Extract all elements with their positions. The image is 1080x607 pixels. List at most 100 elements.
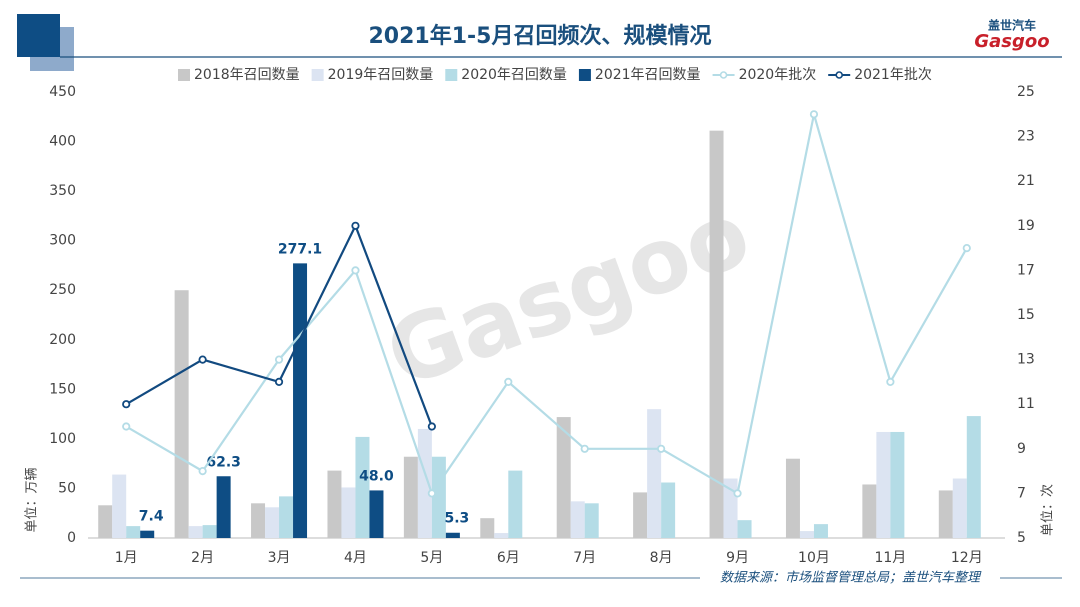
bar <box>709 130 724 539</box>
bar <box>369 490 384 538</box>
y2-tick-label: 17 <box>1017 262 1035 278</box>
x-tick-label: 6月 <box>497 550 520 566</box>
y2-tick-label: 13 <box>1017 352 1035 368</box>
legend-swatch <box>445 69 458 81</box>
legend-label: 2021年批次 <box>854 67 932 83</box>
bar <box>633 492 648 538</box>
value-label: 5.3 <box>444 511 469 527</box>
bar <box>785 458 800 538</box>
line-marker <box>733 489 742 498</box>
bar <box>293 263 308 538</box>
bar <box>813 524 828 538</box>
line-marker <box>427 489 436 498</box>
watermark: Gasgoo <box>373 181 762 408</box>
x-tick-label: 4月 <box>344 550 367 566</box>
line-marker <box>198 466 207 476</box>
y2-tick-label: 19 <box>1017 218 1035 234</box>
bar <box>188 526 203 538</box>
y-tick-label: 250 <box>49 282 76 298</box>
bar <box>98 505 113 538</box>
y2-tick-label: 9 <box>1017 441 1026 457</box>
line-marker <box>580 444 589 453</box>
x-tick-label: 11月 <box>874 550 906 566</box>
y-tick-label: 400 <box>49 134 76 150</box>
y-tick-label: 100 <box>49 431 76 447</box>
y-axis-label: 单位：万辆 <box>25 467 40 532</box>
y2-tick-label: 23 <box>1017 129 1035 145</box>
bar <box>279 496 294 538</box>
y2-tick-label: 21 <box>1017 173 1035 189</box>
y2-tick-label: 11 <box>1017 396 1035 412</box>
legend-label: 2019年召回数量 <box>328 67 434 83</box>
bar <box>327 470 342 538</box>
logo-brand: Gasgoo <box>974 31 1049 52</box>
value-label: 62.3 <box>206 454 241 470</box>
legend-label: 2020年召回数量 <box>461 67 567 83</box>
bar <box>737 520 752 538</box>
y2-tick-label: 25 <box>1017 84 1035 100</box>
bar <box>403 456 418 538</box>
line-marker <box>122 422 131 431</box>
legend-swatch <box>578 69 591 81</box>
legend-swatch <box>835 71 844 79</box>
y2-tick-label: 15 <box>1017 307 1035 323</box>
bar <box>112 474 127 538</box>
bar <box>126 526 141 538</box>
watermark-text: Gasgoo <box>373 181 762 408</box>
line-marker <box>504 377 513 386</box>
x-tick-label: 3月 <box>268 550 291 566</box>
bar <box>341 487 356 538</box>
y-tick-label: 200 <box>49 332 76 348</box>
bar <box>661 482 676 538</box>
value-label: 48.0 <box>359 468 394 484</box>
y-tick-label: 350 <box>49 183 76 199</box>
x-tick-label: 9月 <box>726 550 749 566</box>
bar <box>570 501 585 538</box>
bar <box>647 409 662 538</box>
bar <box>799 531 814 538</box>
bar <box>251 503 266 538</box>
legend-label: 2018年召回数量 <box>194 67 300 83</box>
y-tick-label: 150 <box>49 381 76 397</box>
legend-label: 2021年召回数量 <box>595 67 701 83</box>
y2-axis-label: 单位：次 <box>1040 484 1056 536</box>
line-marker <box>274 377 284 386</box>
line-marker <box>351 266 360 275</box>
bar <box>862 484 877 538</box>
line-marker <box>809 110 819 119</box>
x-tick-label: 8月 <box>650 550 673 566</box>
bar <box>966 416 981 538</box>
x-tick-label: 5月 <box>420 550 443 566</box>
line-marker <box>962 244 971 253</box>
legend-swatch <box>719 71 728 79</box>
line-marker <box>427 422 436 431</box>
bar <box>876 431 891 538</box>
deco <box>17 14 60 57</box>
bar <box>584 503 599 538</box>
bar <box>952 478 967 538</box>
bar <box>480 518 495 538</box>
bar <box>140 530 155 538</box>
x-tick-label: 7月 <box>573 550 596 566</box>
bar <box>202 525 217 538</box>
line-marker <box>274 355 284 364</box>
x-tick-label: 2月 <box>191 550 214 566</box>
line-marker <box>122 400 131 409</box>
y2-tick-label: 7 <box>1017 485 1026 501</box>
source: 数据来源：市场监督管理总局；盖世汽车整理 <box>720 570 982 586</box>
legend-label: 2020年批次 <box>739 67 817 83</box>
x-tick-label: 1月 <box>115 550 138 566</box>
chart-title: 2021年1-5月召回频次、规模情况 <box>369 23 712 49</box>
bar <box>216 476 231 538</box>
y2-tick-label: 5 <box>1017 530 1026 546</box>
y-tick-label: 300 <box>49 233 76 249</box>
bar <box>417 428 432 538</box>
y-tick-label: 50 <box>58 480 76 496</box>
bar <box>508 470 523 538</box>
bar <box>938 490 953 538</box>
bar <box>890 431 905 538</box>
bar <box>556 417 571 538</box>
y-tick-label: 450 <box>49 84 76 100</box>
legend-swatch <box>311 69 324 81</box>
logo-text: 盖世汽车 <box>988 18 1036 33</box>
